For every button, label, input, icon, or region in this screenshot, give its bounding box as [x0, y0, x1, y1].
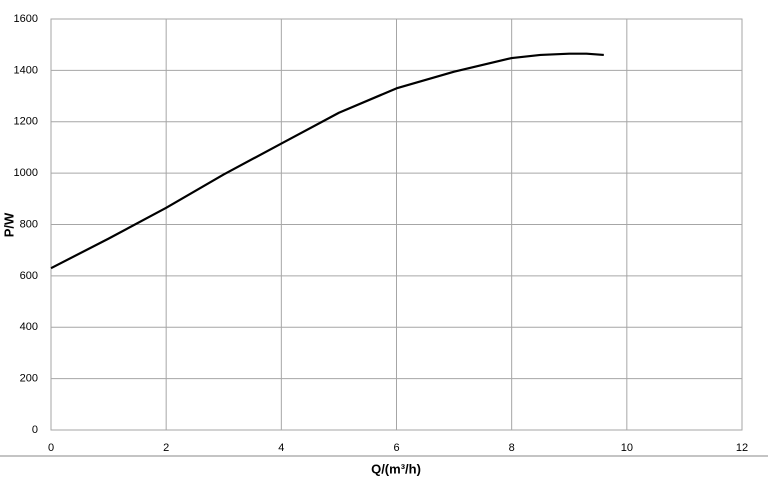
y-axis-label: P/W	[1, 212, 16, 237]
x-tick-label: 4	[278, 442, 284, 454]
x-axis-label: Q/(m³/h)	[371, 461, 421, 476]
x-tick-label: 10	[621, 442, 633, 454]
x-tick-label: 0	[48, 442, 54, 454]
y-tick-label: 200	[20, 373, 38, 385]
x-tick-label: 6	[393, 442, 399, 454]
x-tick-label: 8	[509, 442, 515, 454]
y-tick-label: 1000	[14, 167, 38, 179]
y-tick-label: 800	[20, 218, 38, 230]
x-tick-label: 12	[736, 442, 748, 454]
y-tick-label: 1600	[14, 13, 38, 25]
x-tick-label: 2	[163, 442, 169, 454]
y-tick-label: 400	[20, 321, 38, 333]
data-line	[50, 52, 604, 270]
y-tick-label: 600	[20, 270, 38, 282]
y-tick-label: 0	[32, 424, 38, 436]
y-tick-label: 1400	[14, 64, 38, 76]
y-tick-label: 1200	[14, 116, 38, 128]
